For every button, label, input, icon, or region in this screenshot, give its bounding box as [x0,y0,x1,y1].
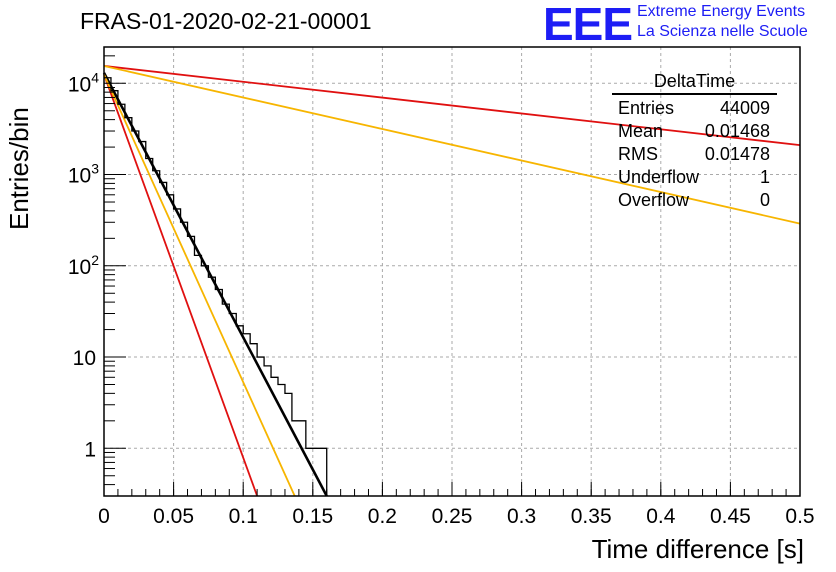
stats-row-rms: RMS 0.01478 [612,143,777,166]
brand-line-2: La Scienza nelle Scuole [637,23,808,40]
y-tick-label: 103 [68,161,99,188]
x-tick-label: 0.4 [646,505,676,528]
eee-logo: EEE [543,0,633,50]
stats-row-entries: Entries 44009 [612,97,777,120]
axis-tick-labels: 0 0.05 0.1 0.15 0.2 0.25 0.3 0.35 0.4 0.45 0.51101… [68,69,815,528]
x-tick-label: 0.5 [785,505,814,528]
histogram [104,77,328,496]
stats-row-underflow: Underflow 1 [612,166,777,189]
x-tick-label: 0.35 [571,505,612,528]
stats-label: Mean [618,121,664,141]
x-axis-label: Time difference [s] [591,534,804,564]
fit-curve [103,65,801,225]
stats-value: 44009 [719,98,770,118]
stats-row-mean: Mean 0.01468 [612,120,777,143]
y-axis-label: Entries/bin [4,107,34,230]
stats-title: DeltaTime [612,71,777,95]
fit-curve [103,65,801,147]
x-tick-label: 0.45 [710,505,751,528]
y-tick-label: 104 [68,69,99,96]
x-tick-label: 0.1 [229,505,258,528]
stats-label: Overflow [618,190,690,210]
stats-label: Underflow [618,167,700,187]
x-tick-label: 0.2 [368,505,397,528]
stats-value: 0.01478 [704,144,770,164]
x-tick-label: 0 [98,505,110,528]
stats-label: RMS [618,144,658,164]
y-tick-label: 10 [73,347,96,370]
histogram-outline [104,77,328,496]
stats-row-overflow: Overflow 0 [612,189,777,212]
fit-curve [103,74,296,497]
stats-value: 0.01468 [704,121,770,141]
y-tick-label: 1 [84,438,96,461]
axis-ticks [103,55,801,497]
x-tick-label: 0.25 [432,505,473,528]
y-tick-label: 102 [68,252,99,279]
fit-curve [103,74,258,497]
stats-box: DeltaTime Entries 44009 Mean 0.01468 RMS… [612,71,777,212]
stats-value: 0 [759,190,770,210]
grid-lines [104,47,800,496]
run-title: FRAS-01-2020-02-21-00001 [80,8,372,34]
x-tick-label: 0.15 [292,505,333,528]
stats-label: Entries [618,98,675,118]
x-tick-label: 0.05 [153,505,194,528]
stats-value: 1 [759,167,770,187]
brand-line-1: Extreme Energy Events [637,3,806,20]
x-tick-label: 0.3 [507,505,536,528]
